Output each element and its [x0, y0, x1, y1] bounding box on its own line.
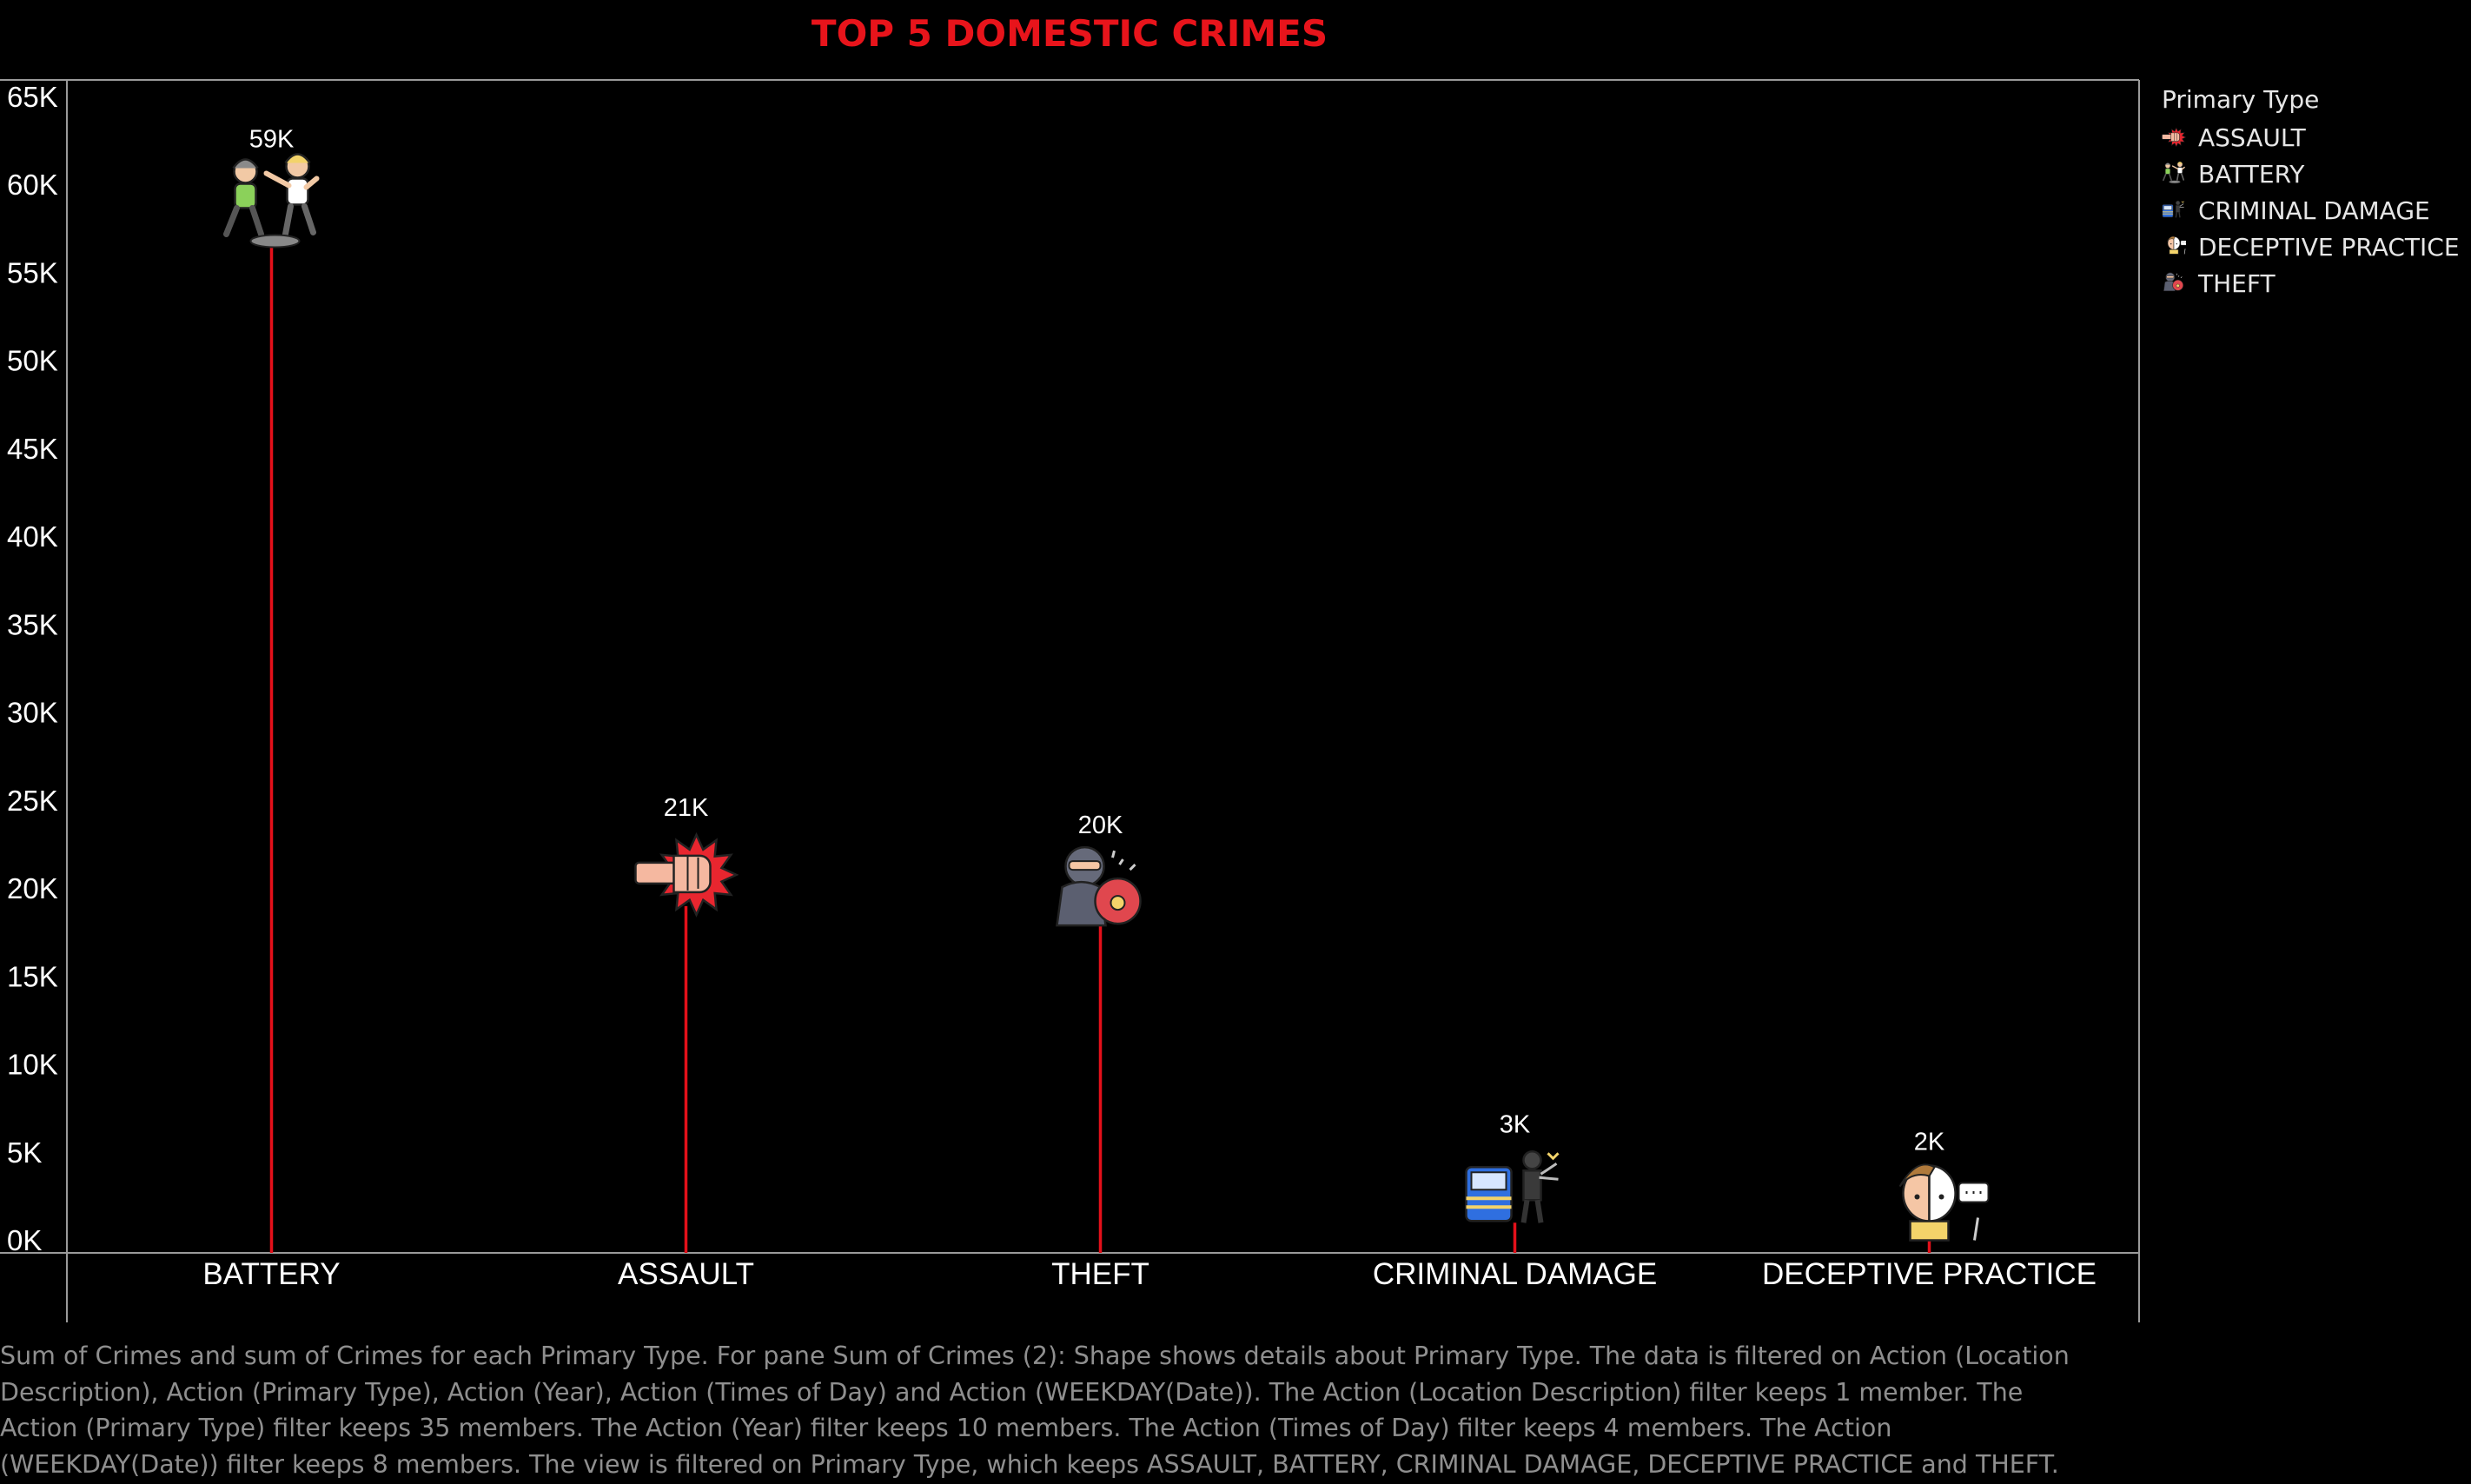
legend-item[interactable]: ASSAULT — [2162, 119, 2466, 156]
people-fighting-icon — [2163, 162, 2185, 184]
data-labels: 59K 21K 20K 3K 2K — [249, 125, 1945, 1156]
legend-item[interactable]: THEFT — [2162, 265, 2466, 301]
legend: Primary Type ASSAULT BATTERY CRIMINAL DAMA… — [2162, 85, 2466, 301]
data-label: 59K — [249, 125, 295, 153]
x-tick-label: ASSAULT — [618, 1257, 754, 1291]
y-tick-label: 35K — [7, 608, 58, 640]
chart-area: 0K 5K 10K 15K 20K 25K 30K 35K 40K 45K 50K 55K 60K 65K… — [0, 79, 2140, 1322]
data-label: 2K — [1914, 1129, 1945, 1156]
vandal-car-icon — [1465, 1150, 1560, 1223]
y-tick-label: 50K — [7, 345, 58, 377]
data-label: 20K — [1078, 812, 1123, 839]
y-tick-label: 45K — [7, 433, 58, 465]
legend-item-label: THEFT — [2198, 268, 2276, 298]
thief-with-bag-icon — [2163, 272, 2184, 292]
chart-caption: Sum of Crimes and sum of Crimes for each… — [0, 1342, 2070, 1479]
data-label: 21K — [664, 794, 709, 822]
y-tick-label: 25K — [7, 785, 58, 817]
fist-punch-icon — [2162, 127, 2186, 148]
legend-item[interactable]: DECEPTIVE PRACTICE — [2162, 229, 2466, 265]
two-faced-man-icon — [2166, 235, 2186, 255]
x-tick-label: DECEPTIVE PRACTICE — [1762, 1257, 2097, 1291]
y-tick-label: 20K — [7, 872, 58, 904]
vandal-car-icon — [2162, 200, 2184, 218]
legend-item-label: ASSAULT — [2198, 123, 2306, 152]
data-label: 3K — [1500, 1110, 1531, 1138]
chart-title: TOP 5 DOMESTIC CRIMES — [811, 12, 1328, 55]
y-tick-label: 5K — [7, 1136, 42, 1169]
people-fighting-icon — [223, 153, 320, 248]
legend-item-label: DECEPTIVE PRACTICE — [2198, 232, 2460, 262]
plot-frame — [0, 79, 2140, 1322]
thief-with-bag-icon — [1056, 845, 1142, 927]
x-tick-label: BATTERY — [202, 1257, 340, 1291]
y-tick-label: 55K — [7, 256, 58, 288]
y-tick-label: 15K — [7, 960, 58, 992]
x-axis: BATTERY ASSAULT THEFT CRIMINAL DAMAGE DECEPT… — [202, 1257, 2097, 1291]
two-faced-man-icon — [1898, 1163, 1990, 1242]
y-tick-label: 40K — [7, 520, 58, 553]
y-tick-label: 60K — [7, 169, 58, 201]
legend-item[interactable]: CRIMINAL DAMAGE — [2162, 192, 2466, 229]
fist-punch-icon — [634, 831, 739, 918]
y-tick-label: 65K — [7, 81, 58, 113]
legend-item-label: CRIMINAL DAMAGE — [2198, 195, 2430, 225]
shape-markers — [223, 153, 1990, 1242]
x-tick-label: THEFT — [1051, 1257, 1149, 1291]
y-tick-label: 0K — [7, 1224, 42, 1256]
y-tick-label: 30K — [7, 697, 58, 729]
x-tick-label: CRIMINAL DAMAGE — [1373, 1257, 1657, 1291]
lollipop-stems — [269, 237, 1931, 1253]
legend-item-label: BATTERY — [2198, 159, 2305, 189]
y-tick-label: 10K — [7, 1049, 58, 1081]
legend-item[interactable]: BATTERY — [2162, 156, 2466, 192]
legend-items: ASSAULT BATTERY CRIMINAL DAMAGE DECEPTIVE P… — [2162, 119, 2466, 301]
legend-title: Primary Type — [2162, 85, 2320, 114]
y-axis: 0K 5K 10K 15K 20K 25K 30K 35K 40K 45K 50K 55K 60K 65K — [7, 81, 58, 1256]
